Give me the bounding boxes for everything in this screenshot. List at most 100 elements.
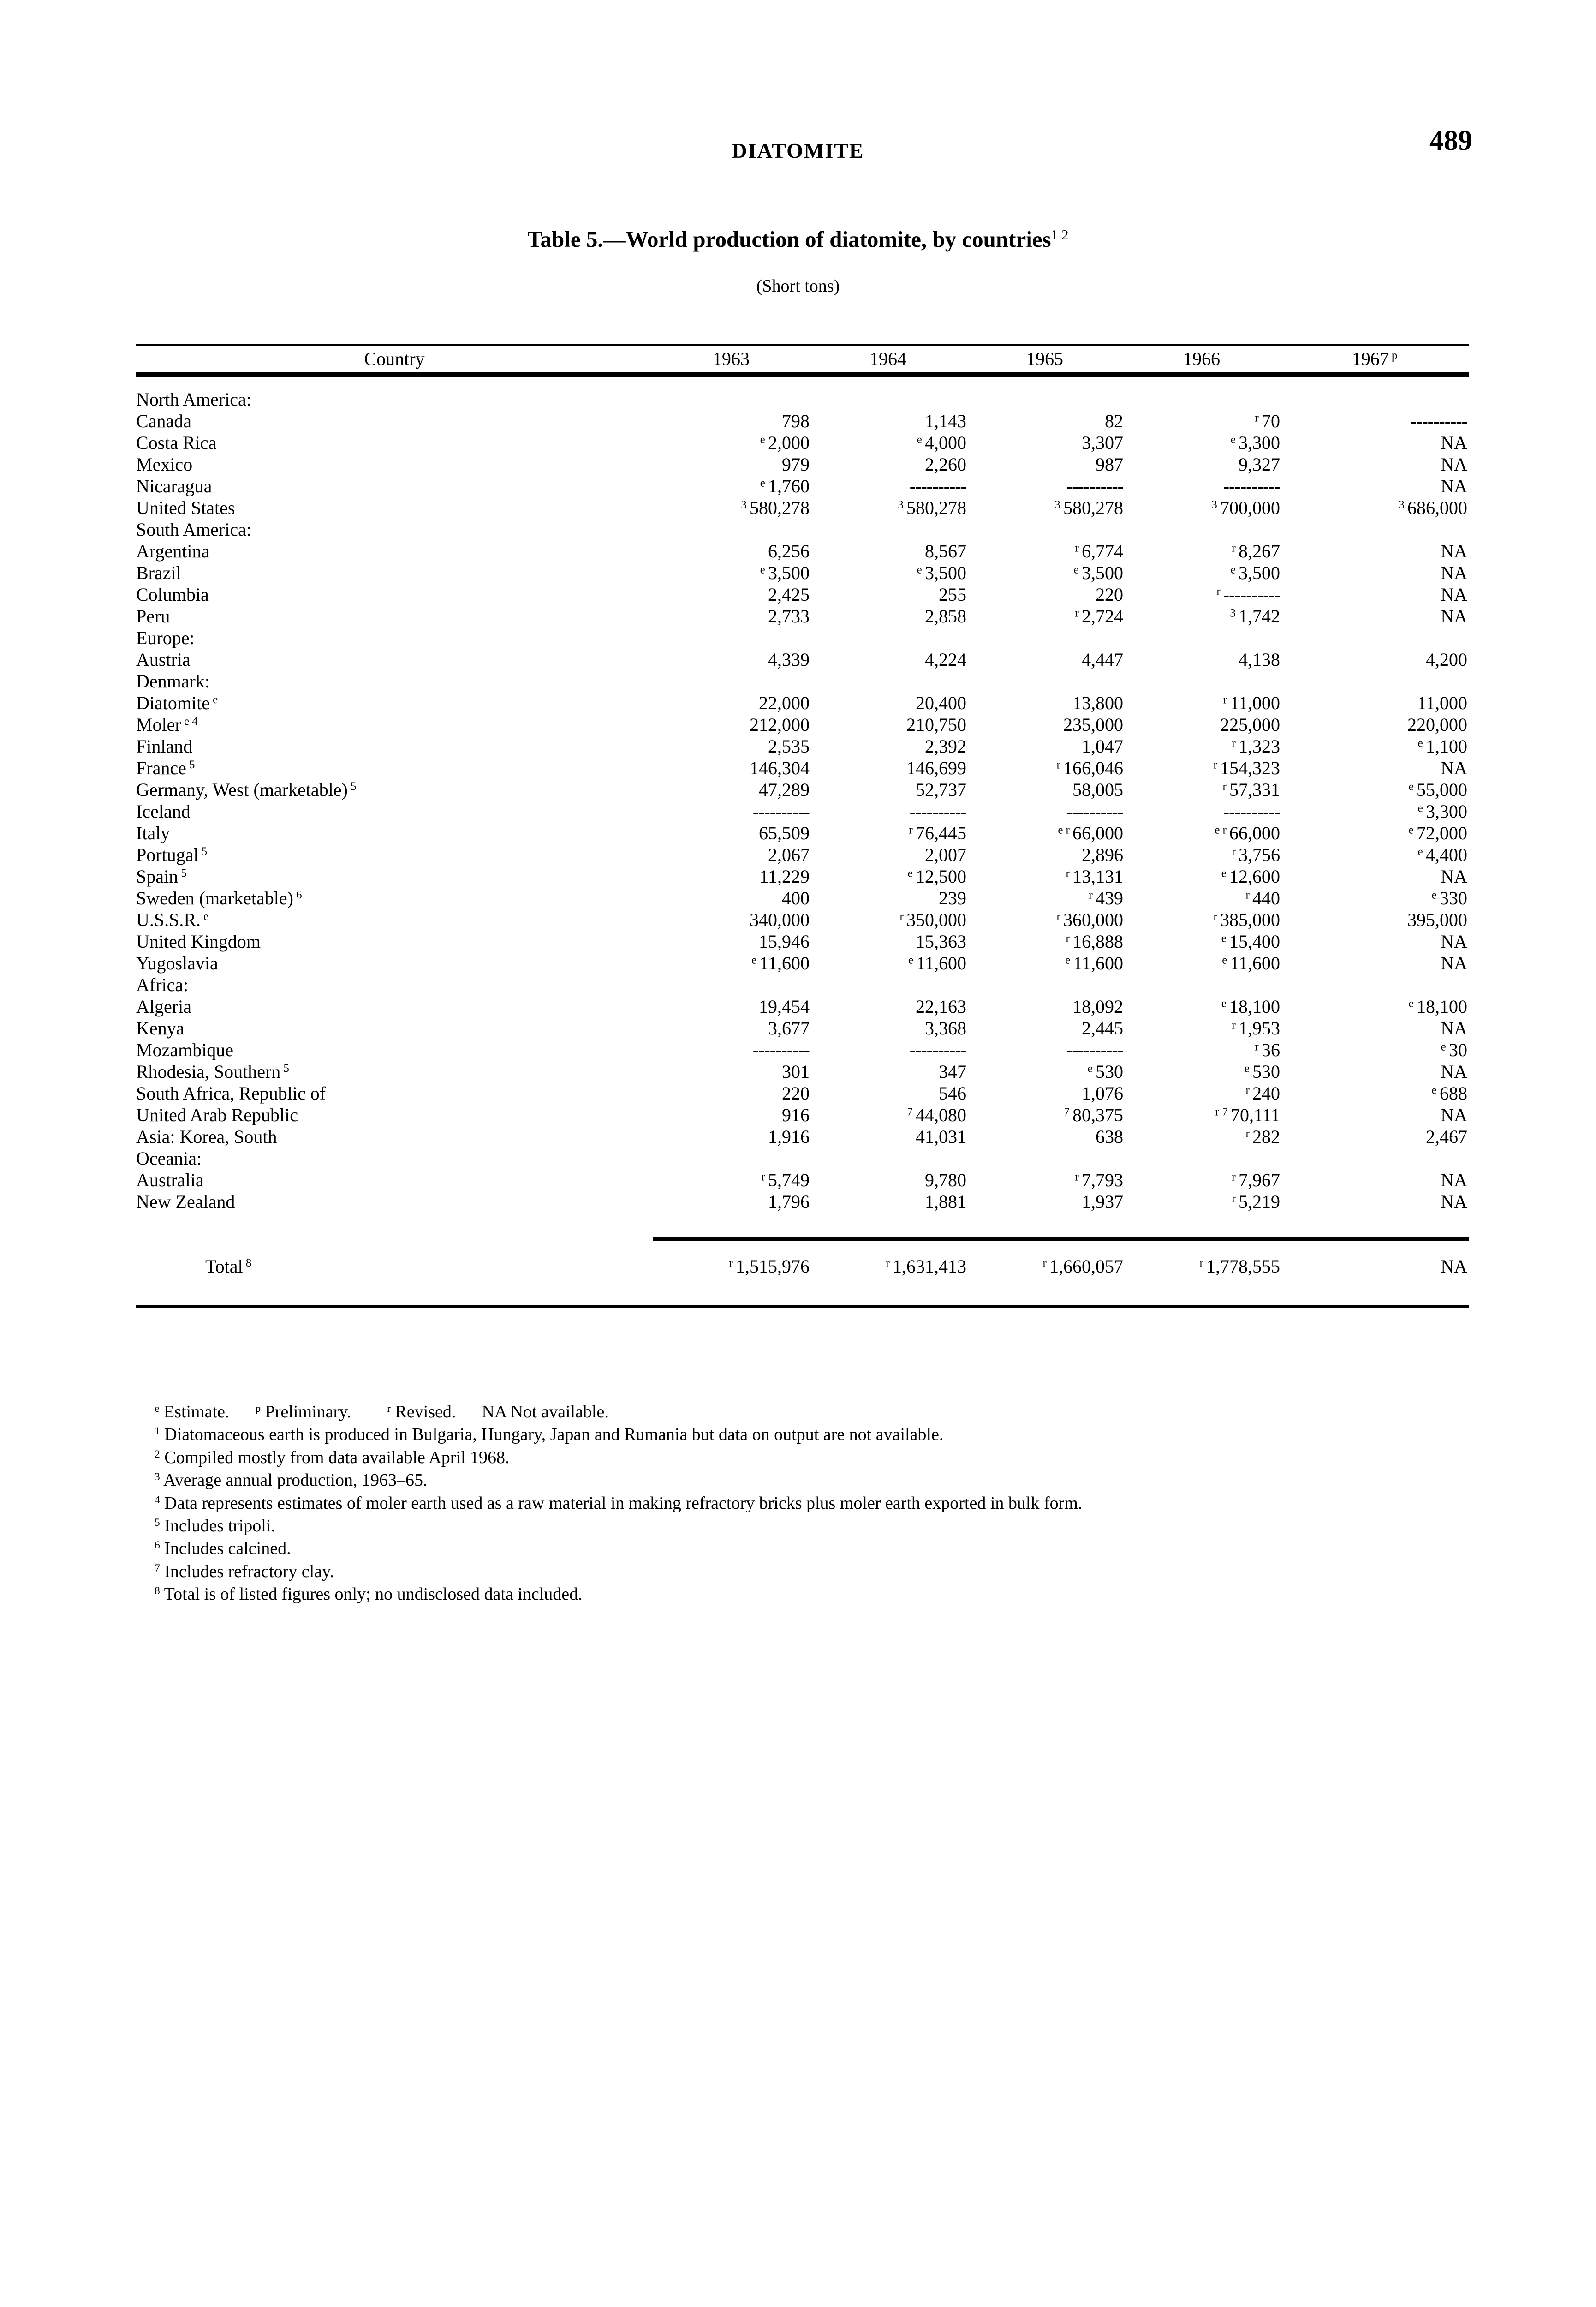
value-text: 52,737 — [916, 779, 966, 800]
value-prefix-mark: e — [1441, 1040, 1449, 1053]
production-table-wrapper: Country 1963 1964 1965 1966 1967 p North Ameri… — [136, 344, 1469, 1308]
world-production-table: Country 1963 1964 1965 1966 1967 p North Ameri… — [136, 344, 1469, 1308]
value-cell: NA — [1280, 605, 1469, 627]
empty-cell — [653, 1148, 810, 1169]
value-cell: ---------- — [1123, 475, 1280, 497]
value-text: 3,300 — [1239, 432, 1280, 453]
value-cell: r 282 — [1123, 1126, 1280, 1148]
footnote-number: 8 — [155, 1584, 160, 1597]
value-prefix-mark: 3 — [1054, 498, 1063, 511]
value-cell: 225,000 — [1123, 714, 1280, 735]
country-name: New Zealand — [136, 1191, 235, 1212]
value-text: 8,567 — [925, 541, 966, 562]
country-name: Finland — [136, 736, 193, 757]
value-prefix-mark: e — [760, 477, 768, 490]
footnote-8: 8 Total is of listed figures only; no un… — [136, 1583, 1474, 1606]
value-prefix-mark: e — [1221, 867, 1229, 880]
value-cell: NA — [1280, 1104, 1469, 1126]
value-prefix-mark: r 7 — [1215, 1106, 1231, 1118]
value-prefix-mark: e — [917, 433, 925, 446]
value-cell: 3 700,000 — [1123, 497, 1280, 519]
value-text: 340,000 — [750, 909, 810, 930]
leader-dots — [280, 1133, 591, 1142]
country-label: Diatomite e — [136, 692, 653, 714]
value-text: 686,000 — [1407, 497, 1467, 518]
value-prefix-mark: e — [1221, 997, 1229, 1010]
footnote-6: 6 Includes calcined. — [136, 1537, 1474, 1560]
value-prefix-mark: e — [1408, 824, 1417, 837]
value-text: 3,368 — [925, 1018, 966, 1039]
value-text: 2,733 — [768, 606, 810, 627]
table-row: Iceland ---------- ---------- ---------- ---… — [136, 801, 1469, 822]
leader-dots — [263, 938, 572, 947]
value-cell: e 2,000 — [653, 432, 810, 454]
value-cell: r 70 — [1123, 410, 1280, 432]
value-cell: 3,677 — [653, 1017, 810, 1039]
value-cell: e 15,400 — [1123, 931, 1280, 952]
footnote-symbol-r: r Revised. — [387, 1402, 456, 1422]
no-data-dashes: ---------- — [752, 1040, 810, 1060]
footnote-symbol-p: p Preliminary. — [255, 1402, 351, 1422]
value-text: NA — [1441, 931, 1467, 952]
table-caption: Table 5.—World production of diatomite, … — [0, 226, 1596, 252]
country-name: Columbia — [136, 584, 209, 605]
value-cell: e 11,600 — [810, 952, 966, 974]
country-name: Mozambique — [136, 1040, 234, 1060]
value-text: 7,967 — [1239, 1170, 1280, 1190]
value-text: 1,742 — [1239, 606, 1280, 627]
value-cell: ---------- — [966, 801, 1124, 822]
value-cell: r 385,000 — [1123, 909, 1280, 931]
country-label: New Zealand — [136, 1191, 653, 1213]
value-text: 530 — [1096, 1061, 1123, 1082]
value-prefix-mark: r — [761, 1171, 768, 1183]
value-cell: 220 — [653, 1082, 810, 1104]
country-name: France — [136, 758, 186, 778]
value-cell: e 12,500 — [810, 866, 966, 887]
country-label: Australia — [136, 1169, 653, 1191]
value-cell: e 11,600 — [966, 952, 1123, 974]
column-header-1965: 1965 — [1026, 348, 1063, 369]
value-cell: r 5,749 — [653, 1169, 810, 1191]
table-row: Germany, West (marketable) 5 47,289 52,737… — [136, 779, 1469, 801]
country-label: United States — [136, 497, 653, 519]
country-name: Rhodesia, Southern — [136, 1061, 281, 1082]
country-footnote-mark: e 4 — [181, 715, 198, 728]
value-text: 11,000 — [1417, 693, 1467, 713]
leader-dots — [195, 742, 568, 752]
value-text: 2,007 — [925, 844, 966, 865]
country-name: Spain — [136, 866, 179, 887]
column-header-1967-mark: p — [1388, 349, 1398, 362]
value-text: 1,515,976 — [736, 1256, 810, 1277]
footnote-symbol-text: Preliminary. — [265, 1402, 351, 1422]
country-name: Algeria — [136, 996, 191, 1017]
value-cell: 146,699 — [810, 757, 966, 779]
empty-cell — [966, 670, 1123, 692]
value-cell: r 36 — [1123, 1039, 1280, 1061]
value-text: 18,100 — [1229, 996, 1280, 1017]
value-prefix-mark: e — [1408, 780, 1417, 793]
table-group-row: South America: — [136, 519, 1469, 540]
leader-dots — [301, 1111, 563, 1120]
value-cell: 2,067 — [653, 844, 810, 866]
country-name: U.S.S.R. — [136, 909, 201, 930]
value-text: 166,046 — [1063, 758, 1123, 778]
table-group-row: Europe: — [136, 627, 1469, 649]
total-value-cell: r 1,778,555 — [1123, 1255, 1280, 1277]
value-text: 580,278 — [906, 497, 966, 518]
value-text: NA — [1441, 1061, 1467, 1082]
value-text: 688 — [1440, 1083, 1467, 1104]
leader-dots — [194, 1003, 567, 1012]
value-cell: e 4,400 — [1280, 844, 1469, 866]
value-text: 55,000 — [1417, 779, 1467, 800]
country-label: Portugal 5 — [136, 844, 653, 866]
value-prefix-mark: r — [1245, 1127, 1252, 1140]
value-text: 3,500 — [1082, 562, 1123, 583]
value-cell: r 76,445 — [810, 822, 966, 844]
value-cell: 1,143 — [810, 410, 966, 432]
value-cell: 235,000 — [966, 714, 1123, 735]
total-value-cell: r 1,660,057 — [966, 1255, 1123, 1277]
value-cell: NA — [1280, 540, 1469, 562]
footnote-number: 5 — [155, 1516, 160, 1529]
value-cell: 2,535 — [653, 735, 810, 757]
